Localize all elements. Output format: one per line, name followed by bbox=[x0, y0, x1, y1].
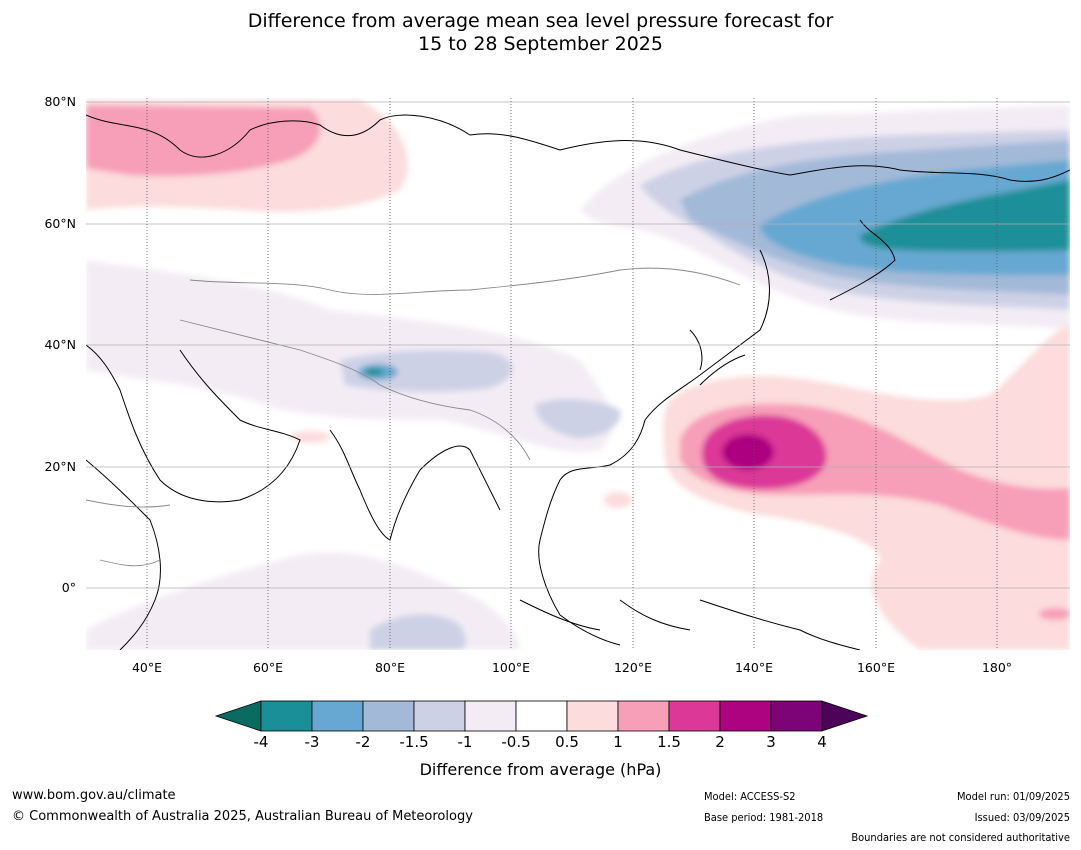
border-africa bbox=[86, 499, 171, 567]
longitude-gridlines bbox=[146, 98, 998, 650]
footer-website[interactable]: www.bom.gov.au/climate bbox=[12, 788, 176, 803]
colorbar-tick-label: 2 bbox=[715, 733, 725, 751]
footer-copyright: © Commonwealth of Australia 2025, Austra… bbox=[12, 809, 473, 824]
colorbar-segment bbox=[260, 700, 313, 732]
lat-label-20n: 20°N bbox=[44, 459, 76, 474]
footer-issued: Issued: 03/09/2025 bbox=[974, 811, 1070, 824]
coastlines bbox=[86, 114, 1070, 650]
footer-base-period: Base period: 1981-2018 bbox=[704, 811, 824, 824]
coastline-europe-arctic bbox=[86, 114, 1070, 182]
latitude-gridlines bbox=[86, 101, 1070, 589]
lon-label-160e: 160°E bbox=[856, 660, 895, 675]
colorbar-tick-label: 1.5 bbox=[657, 733, 681, 751]
contour-neg-tibet-min bbox=[365, 368, 383, 376]
coastline-india bbox=[329, 429, 501, 541]
lat-label-60n: 60°N bbox=[44, 216, 76, 231]
contour-pos-2-pacific bbox=[722, 434, 774, 470]
coastline-kamchatka bbox=[699, 219, 896, 376]
lat-label-40n: 40°N bbox=[44, 337, 76, 352]
colorbar-tick-label: 0.5 bbox=[555, 733, 579, 751]
chart-title: Difference from average mean sea level p… bbox=[0, 10, 1081, 56]
colorbar-tick-label: 4 bbox=[817, 733, 827, 751]
lat-label-80n: 80°N bbox=[44, 94, 76, 109]
colorbar-label: Difference from average (hPa) bbox=[419, 760, 662, 779]
colorbar-segment bbox=[668, 700, 721, 732]
footer-model-run: Model run: 01/09/2025 bbox=[957, 790, 1070, 803]
colorbar-segment bbox=[311, 700, 364, 732]
colorbar-extend-low bbox=[214, 700, 262, 732]
contour-neg-1-tibet bbox=[340, 350, 513, 392]
footer-model: Model: ACCESS-S2 bbox=[704, 790, 796, 803]
colorbar-tick-label: -1.5 bbox=[399, 733, 429, 751]
lat-label-0: 0° bbox=[61, 580, 76, 595]
colorbar-tick-label: -3 bbox=[304, 733, 320, 751]
contour-pos-05-arabia bbox=[290, 431, 330, 443]
lon-label-100e: 100°E bbox=[491, 660, 530, 675]
lon-label-120e: 120°E bbox=[613, 660, 652, 675]
contour-pos-1-europe bbox=[86, 105, 321, 177]
colorbar-tick-label: 3 bbox=[766, 733, 776, 751]
border-central-asia bbox=[189, 267, 741, 295]
colorbar-segment bbox=[719, 700, 772, 732]
colorbar-segment bbox=[413, 700, 466, 732]
colorbar-segment bbox=[464, 700, 517, 732]
colorbar-tick-label: -0.5 bbox=[501, 733, 531, 751]
contour-pos-05-philippine bbox=[604, 492, 632, 508]
colorbar-tick-label: -4 bbox=[253, 733, 269, 751]
colorbar-extend-high bbox=[821, 700, 869, 732]
coastline-china bbox=[538, 374, 701, 646]
coastline-indonesia bbox=[519, 599, 861, 650]
colorbar-tick-label: 1 bbox=[613, 733, 623, 751]
colorbar-tick-label: -1 bbox=[457, 733, 473, 751]
title-line-1: Difference from average mean sea level p… bbox=[247, 10, 834, 32]
country-borders bbox=[86, 267, 741, 567]
border-middle-east bbox=[179, 319, 381, 386]
lon-label-140e: 140°E bbox=[734, 660, 773, 675]
lon-label-60e: 60°E bbox=[252, 660, 284, 675]
colorbar-segment bbox=[770, 700, 823, 732]
pressure-anomaly-map bbox=[86, 98, 1070, 650]
contour-neg-3 bbox=[859, 180, 1070, 252]
coastline-africa bbox=[86, 459, 161, 650]
border-south-asia bbox=[379, 384, 531, 461]
colorbar-tick-label: -2 bbox=[355, 733, 371, 751]
lon-label-80e: 80°E bbox=[374, 660, 406, 675]
contour-neg-05-central bbox=[86, 260, 613, 453]
contour-neg-1-south bbox=[370, 614, 466, 650]
colorbar-segment bbox=[515, 700, 568, 732]
colorbar-segment bbox=[362, 700, 415, 732]
coastline-arabia bbox=[86, 344, 301, 503]
colorbar-segment bbox=[617, 700, 670, 732]
colorbar-segment bbox=[566, 700, 619, 732]
footer-disclaimer: Boundaries are not considered authoritat… bbox=[851, 831, 1070, 844]
contour-neg-1-china bbox=[535, 398, 621, 439]
lon-label-180: 180° bbox=[981, 660, 1013, 675]
contour-pos-1-south-pacific bbox=[1039, 608, 1070, 620]
coastline-japan bbox=[689, 329, 746, 386]
title-line-2: 15 to 28 September 2025 bbox=[418, 33, 663, 55]
lon-label-40e: 40°E bbox=[131, 660, 163, 675]
